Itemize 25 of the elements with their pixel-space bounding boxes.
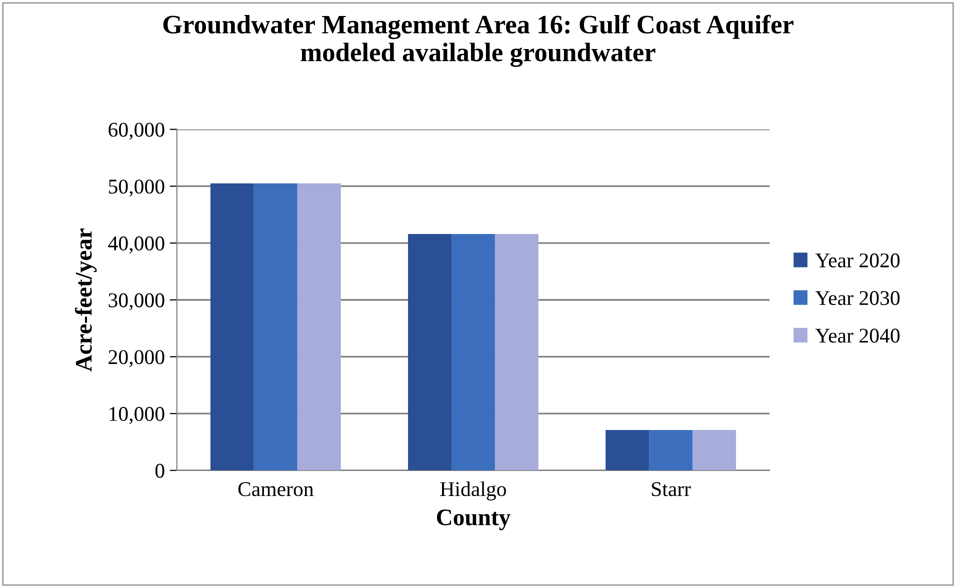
y-tick-label: 40,000: [108, 236, 164, 254]
y-axis-title: Acre-feet/year: [74, 228, 97, 372]
x-axis-title: County: [436, 509, 510, 530]
bar: [254, 183, 298, 470]
y-tick-label: 20,000: [108, 350, 164, 368]
y-tick-label: 0: [155, 464, 164, 478]
bar: [408, 234, 452, 470]
bar: [451, 234, 495, 470]
x-tick-label: Cameron: [238, 482, 314, 496]
bar: [297, 183, 341, 470]
y-tick-label: 60,000: [108, 122, 164, 140]
chart-title: Groundwater Management Area 16: Gulf Coast Aquifer modeled available groundwater: [163, 14, 794, 67]
x-tick-label: Starr: [652, 482, 691, 496]
x-tick-label: Hidalgo: [440, 482, 506, 500]
bar: [649, 430, 693, 470]
legend-label: Year 2020: [815, 253, 900, 268]
bar: [606, 430, 650, 470]
bar: [692, 430, 736, 470]
y-tick-label: 50,000: [108, 180, 164, 197]
bar: [494, 234, 538, 470]
y-tick-label: 30,000: [108, 293, 164, 310]
y-tick-label: 10,000: [110, 406, 164, 424]
legend-label: Year 2030: [815, 291, 900, 306]
bar: [210, 183, 254, 470]
legend-label: Year 2040: [815, 328, 900, 343]
